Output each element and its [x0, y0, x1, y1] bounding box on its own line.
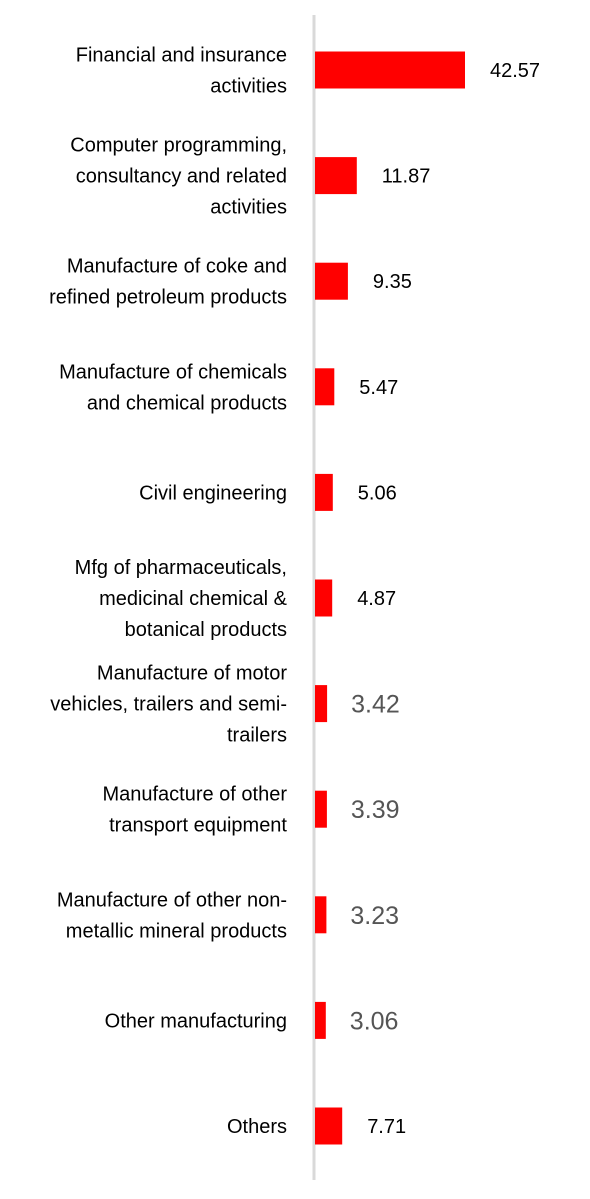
bar-10	[315, 1107, 343, 1145]
bar-5	[315, 579, 333, 617]
category-label-line: activities	[210, 197, 287, 219]
value-label-8: 3.23	[350, 902, 399, 930]
value-label-6: 3.42	[351, 691, 400, 719]
category-label-5: Mfg of pharmaceuticals, medicinal chemica…	[75, 557, 288, 641]
bar-9	[315, 1001, 326, 1039]
bar-7	[315, 790, 327, 828]
category-label-line: metallic mineral products	[66, 920, 287, 942]
bar-2	[315, 262, 348, 300]
chart-rows: Financial and insurance activities 42.57 Co…	[49, 45, 540, 1145]
category-label-0: Financial and insurance activities	[76, 45, 287, 98]
category-label-1: Computer programming, consultancy and rel…	[70, 135, 287, 219]
category-label-8: Manufacture of other non-metallic minera…	[57, 889, 287, 942]
value-label-5: 4.87	[357, 588, 396, 610]
category-label-line: botanical products	[125, 619, 287, 641]
category-label-3: Manufacture of chemicals and chemical pro…	[59, 361, 287, 414]
category-label-line: transport equipment	[109, 815, 287, 837]
category-label-line: consultancy and related	[76, 166, 287, 188]
category-label-line: Manufacture of coke and	[67, 256, 287, 278]
category-label-line: activities	[210, 76, 287, 98]
category-label-line: Civil engineering	[139, 482, 287, 504]
bar-0	[315, 51, 465, 89]
category-label-10: Others	[227, 1116, 287, 1138]
value-label-1: 11.87	[382, 166, 431, 188]
value-label-10: 7.71	[367, 1116, 406, 1138]
category-label-line: medicinal chemical &	[99, 588, 288, 610]
category-label-7: Manufacture of other transport equipment	[102, 784, 287, 837]
category-label-line: Manufacture of chemicals	[59, 361, 287, 383]
category-label-line: Others	[227, 1116, 287, 1138]
category-label-4: Civil engineering	[139, 482, 287, 504]
category-label-line: Manufacture of motor	[97, 663, 287, 685]
category-label-6: Manufacture of motor vehicles, trailers a…	[50, 663, 287, 747]
value-label-2: 9.35	[373, 271, 412, 293]
bar-4	[315, 473, 333, 511]
category-label-line: Other manufacturing	[105, 1010, 287, 1032]
value-label-0: 42.57	[490, 60, 540, 82]
value-label-9: 3.06	[350, 1007, 399, 1035]
bar-1	[315, 157, 357, 195]
value-label-7: 3.39	[351, 796, 400, 824]
category-label-line: refined petroleum products	[49, 287, 287, 309]
value-label-3: 5.47	[359, 377, 398, 399]
category-label-line: Manufacture of other non-	[57, 889, 287, 911]
category-label-9: Other manufacturing	[105, 1010, 287, 1032]
bar-8	[315, 896, 327, 934]
value-label-4: 5.06	[358, 482, 397, 504]
category-label-2: Manufacture of coke and refined petroleum…	[49, 256, 287, 309]
bar-6	[315, 685, 328, 723]
category-label-line: vehicles, trailers and semi-	[50, 694, 287, 716]
category-label-line: Computer programming,	[70, 135, 287, 157]
category-label-line: and chemical products	[87, 392, 287, 414]
category-label-line: trailers	[227, 725, 287, 747]
bar-3	[315, 368, 335, 406]
category-label-line: Financial and insurance	[76, 45, 287, 67]
category-label-line: Mfg of pharmaceuticals,	[75, 557, 287, 579]
category-label-line: Manufacture of other	[102, 784, 287, 806]
